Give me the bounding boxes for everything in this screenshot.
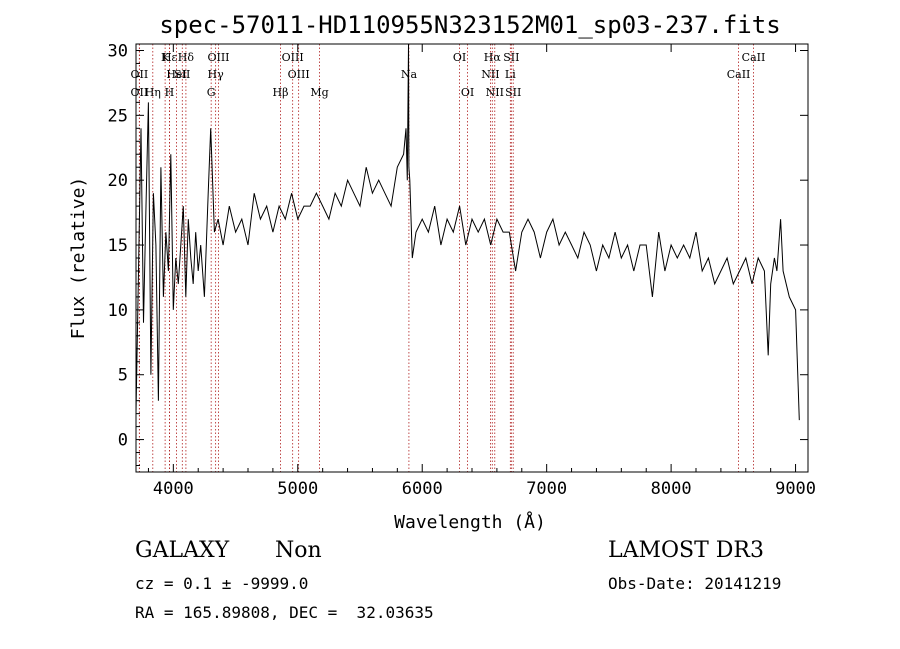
line-label: CaII: [727, 68, 751, 81]
y-tick-label: 30: [108, 41, 128, 61]
line-label: OIII: [207, 51, 229, 64]
object-subclass: Non: [275, 538, 322, 563]
x-axis: 4000 5000 6000 7000 8000 9000: [147, 44, 816, 499]
line-label: G: [207, 86, 216, 99]
y-tick-label: 10: [108, 301, 128, 321]
line-label: Hγ: [208, 68, 225, 81]
line-label: CaII: [742, 51, 766, 64]
line-label: K: [161, 51, 170, 64]
line-label: Hα: [484, 51, 502, 64]
line-label: OI: [461, 86, 474, 99]
chart-title: spec-57011-HD110955N323152M01_sp03-237.f…: [159, 11, 780, 39]
x-tick-label: 8000: [651, 479, 692, 499]
line-label: SII: [503, 51, 519, 64]
line-label: Hε: [162, 51, 178, 64]
line-label: OII: [131, 86, 149, 99]
x-tick-label: 7000: [526, 479, 567, 499]
coordinates-text: RA = 165.89808, DEC = 32.03635: [135, 603, 434, 622]
redshift-text: cz = 0.1 ± -9999.0: [135, 574, 309, 593]
x-tick-label: 9000: [775, 479, 816, 499]
line-label: HeI: [166, 68, 186, 81]
line-label: OI: [453, 51, 466, 64]
line-label: Na: [401, 68, 418, 81]
y-tick-label: 5: [118, 366, 128, 386]
line-label: NII: [486, 86, 504, 99]
object-class: GALAXY: [135, 538, 230, 563]
line-label: Li: [505, 68, 516, 81]
y-tick-label: 25: [108, 106, 128, 126]
y-tick-label: 20: [108, 171, 128, 191]
line-label: SII: [505, 86, 521, 99]
line-label: OII: [131, 68, 149, 81]
line-label: H: [165, 86, 175, 99]
line-label: Mg: [310, 86, 328, 99]
survey-name: LAMOST DR3: [608, 538, 764, 563]
x-tick-label: 4000: [153, 479, 194, 499]
y-axis: 0 5 10 15 20 25 30: [108, 41, 808, 467]
x-tick-label: 6000: [402, 479, 443, 499]
line-label: Hη: [145, 86, 161, 99]
spectrum-chart: spec-57011-HD110955N323152M01_sp03-237.f…: [68, 11, 816, 533]
x-tick-label: 5000: [277, 479, 318, 499]
y-tick-label: 0: [118, 431, 128, 451]
plot-frame: [135, 43, 809, 473]
spectrum-line: [135, 43, 800, 421]
y-tick-label: 15: [108, 236, 128, 256]
line-label: NII: [481, 68, 499, 81]
line-label: Hδ: [178, 51, 195, 64]
line-label: OIII: [288, 68, 310, 81]
line-labels: OII OII Hε Hδ HeI Hη K H SII OIII Hγ G OIII OIII Hβ Mg N…: [131, 51, 766, 99]
y-axis-label: Flux (relative): [68, 177, 89, 340]
line-label: OIII: [282, 51, 304, 64]
line-label: SII: [174, 68, 190, 81]
x-axis-label: Wavelength (Å): [394, 511, 546, 533]
line-markers: [138, 44, 754, 472]
line-label: Hβ: [273, 86, 289, 99]
obs-date-text: Obs-Date: 20141219: [608, 574, 782, 593]
